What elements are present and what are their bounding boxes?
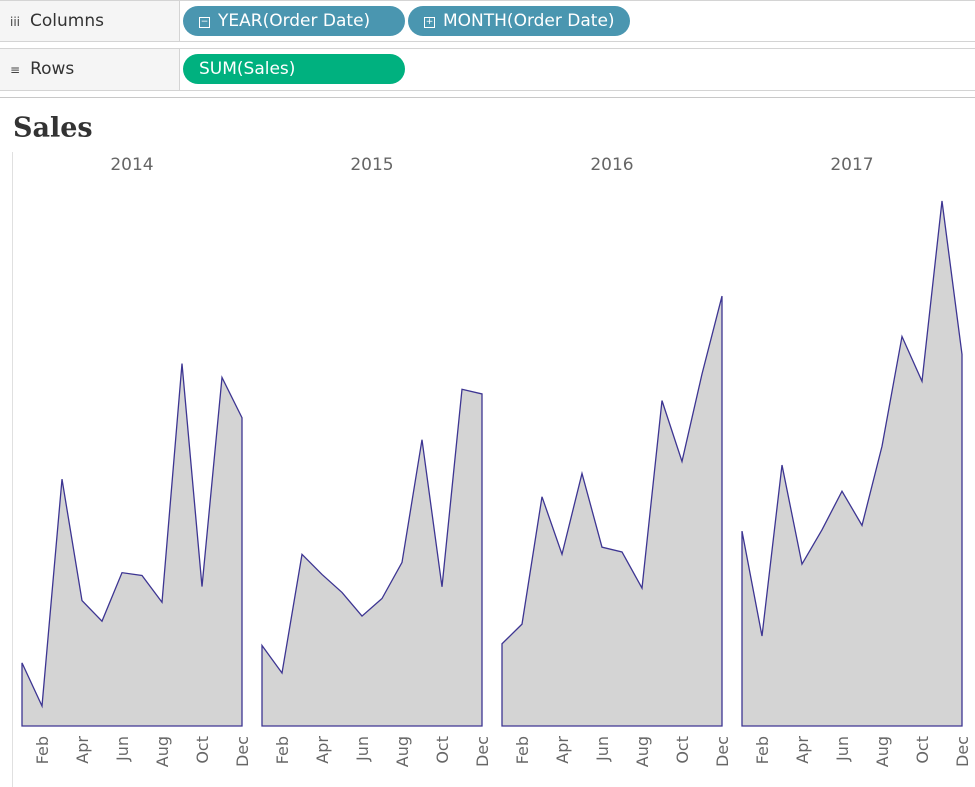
x-tick-label: Jun [593, 736, 612, 762]
x-tick-label: Oct [673, 736, 692, 764]
x-tick-label: Feb [273, 736, 292, 764]
chart: Sales 2014 Feb Apr Jun Aug Oct Dec 2015 Feb Apr Ju… [0, 97, 975, 787]
panel-header: 2014 [110, 155, 153, 175]
shelf-label-text: Rows [30, 59, 75, 79]
area [21, 363, 243, 727]
pill-text: SUM(Sales) [199, 59, 296, 79]
shelf-label-text: Columns [30, 11, 104, 31]
x-tick-label: Feb [513, 736, 532, 764]
shelf-label: iii Columns [0, 1, 180, 41]
columns-shelf: iii Columns − YEAR(Order Date) + MONTH(Orde… [0, 0, 975, 42]
panel-header: 2017 [830, 155, 873, 175]
panel-header: 2015 [350, 155, 393, 175]
x-tick-label: Aug [633, 736, 652, 767]
chart-title: Sales [13, 113, 93, 144]
x-tick-label: Jun [833, 736, 852, 762]
x-tick-label: Aug [393, 736, 412, 767]
x-tick-label: Feb [33, 736, 52, 764]
pill-text: YEAR(Order Date) [218, 11, 371, 31]
x-tick-label: Oct [193, 736, 212, 764]
x-tick-label: Apr [553, 736, 572, 764]
pill[interactable]: − YEAR(Order Date) [183, 6, 405, 36]
x-tick-label: Dec [953, 736, 972, 767]
x-tick-label: Jun [113, 736, 132, 762]
pill-text: MONTH(Order Date) [443, 11, 615, 31]
panel-header: 2016 [590, 155, 633, 175]
x-tick-label: Aug [153, 736, 172, 767]
x-tick-label: Apr [73, 736, 92, 764]
area [261, 388, 483, 727]
x-tick-label: Dec [233, 736, 252, 767]
x-tick-label: Feb [753, 736, 772, 764]
x-tick-label: Jun [353, 736, 372, 762]
pill[interactable]: SUM(Sales) [183, 54, 405, 84]
rows-shelf: ≡ Rows SUM(Sales) [0, 48, 975, 91]
area [741, 200, 963, 727]
x-tick-label: Dec [713, 736, 732, 767]
x-tick-label: Apr [313, 736, 332, 764]
x-tick-label: Oct [913, 736, 932, 764]
x-tick-label: Oct [433, 736, 452, 764]
x-tick-label: Apr [793, 736, 812, 764]
shelf-label: ≡ Rows [0, 49, 180, 90]
x-tick-label: Dec [473, 736, 492, 767]
pill[interactable]: + MONTH(Order Date) [408, 6, 630, 36]
x-tick-label: Aug [873, 736, 892, 767]
area [501, 295, 723, 727]
